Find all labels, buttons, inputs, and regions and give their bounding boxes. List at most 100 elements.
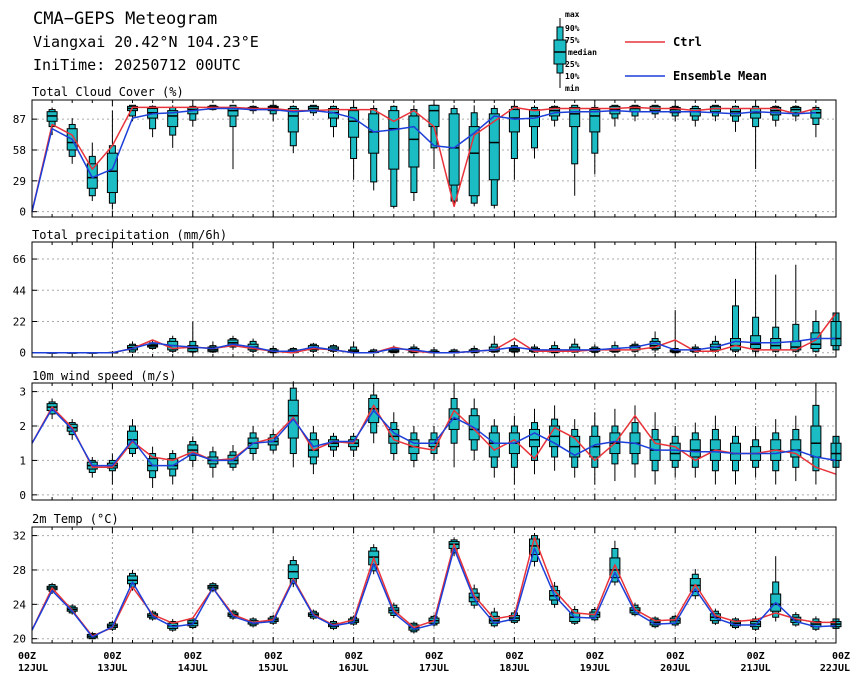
legend: max 90% 75% median 25% 10% min Ctrl Ensemble Mea…: [553, 10, 767, 93]
legend-key-label: min: [565, 83, 580, 93]
box-plot: [147, 105, 159, 138]
box-inner: [589, 109, 601, 133]
box-inner: [609, 557, 621, 579]
x-tick-label-date: 19JUL: [580, 663, 610, 674]
box-plot: [589, 412, 601, 485]
series-ctrl: [31, 106, 817, 212]
y-tick-label: 22: [13, 316, 26, 329]
box-plot: [388, 105, 400, 209]
box-plot: [247, 338, 259, 353]
box-outer: [571, 104, 579, 165]
panel-frame: [31, 99, 837, 218]
panel-frame: [31, 241, 837, 358]
init-time-label: IniTime: 20250712 00UTC: [33, 56, 241, 74]
box-plot: [689, 422, 701, 478]
box-outer: [732, 305, 739, 352]
x-tick-label-time: 00Z: [747, 651, 765, 662]
x-tick-label-time: 00Z: [505, 651, 523, 662]
box-plot: [730, 426, 741, 485]
y-tick-label: 32: [13, 530, 26, 543]
box-plot: [187, 105, 199, 127]
box-inner: [669, 442, 681, 461]
box-plot: [127, 419, 138, 457]
legend-key-label: 10%: [565, 72, 580, 81]
box-outer: [510, 105, 518, 160]
box-plot: [810, 384, 822, 485]
box-inner: [106, 152, 118, 194]
box-plot: [227, 335, 239, 350]
y-tick-label: 20: [13, 633, 26, 646]
box-plot: [287, 105, 299, 154]
x-tick-label-time: 00Z: [18, 651, 36, 662]
box-plot: [147, 446, 159, 488]
box-inner: [468, 126, 480, 197]
box-plot: [750, 426, 762, 478]
x-tick-label-time: 00Z: [425, 651, 443, 662]
box-plot: [328, 344, 339, 353]
box-plot: [790, 105, 802, 122]
box-inner: [488, 432, 500, 458]
panel-3: 10m wind speed (m/s) 0 1 2 3: [19, 369, 842, 502]
box-plot: [488, 105, 500, 209]
panel-title: Total Cloud Cover (%): [32, 85, 184, 99]
panel-frame: [31, 382, 837, 501]
box-plot: [730, 105, 741, 132]
legend-key-label: max: [565, 10, 580, 19]
box-plot: [810, 310, 822, 353]
box-plot: [388, 412, 400, 461]
x-tick-label-date: 18JUL: [499, 663, 529, 674]
box-inner: [508, 109, 520, 133]
box-inner: [348, 110, 360, 138]
x-tick-label-date: 21JUL: [741, 663, 771, 674]
box-inner: [810, 425, 822, 458]
y-tick-label: 0: [19, 489, 26, 502]
series-ensemble-mean: [32, 337, 836, 354]
y-tick-label: 2: [19, 420, 26, 433]
box-inner: [730, 442, 741, 461]
box-inner: [167, 458, 179, 470]
panels: Total Cloud Cover (%) 0 29 58 87 Total precip…: [13, 85, 842, 646]
box-inner: [569, 106, 581, 128]
x-tick-label-time: 00Z: [345, 651, 363, 662]
panel-frame: [31, 526, 837, 644]
box-plot: [790, 415, 802, 482]
box-plot: [348, 341, 360, 354]
series-ensemble-mean: [31, 107, 816, 212]
legend-ctrl-label: Ctrl: [673, 35, 702, 49]
box-plot: [609, 408, 621, 482]
y-tick-label: 3: [19, 386, 26, 399]
box-inner: [287, 108, 299, 133]
box-plot: [810, 616, 822, 631]
y-tick-label: 0: [19, 347, 26, 360]
y-tick-label: 66: [13, 253, 26, 266]
box-plot: [287, 556, 299, 588]
box-plot: [468, 105, 480, 207]
box-plot: [106, 110, 118, 210]
box-inner: [368, 113, 380, 154]
y-tick-label: 87: [13, 113, 26, 126]
box-outer: [531, 106, 538, 149]
box-plot: [589, 105, 601, 175]
box-plot: [167, 335, 179, 353]
box-inner: [408, 115, 420, 168]
panel-1: Total Cloud Cover (%) 0 29 58 87: [13, 85, 837, 219]
box-inner: [167, 110, 179, 128]
box-plot: [267, 104, 279, 122]
box-plot: [106, 453, 118, 485]
panel-4: 2m Temp (°C) 20 24 28 32: [13, 512, 842, 646]
y-tick-label: 44: [13, 284, 27, 297]
box-plot: [529, 408, 540, 475]
series-ensemble-mean: [31, 547, 837, 638]
box-plot: [770, 274, 782, 353]
box-plot: [589, 344, 601, 353]
y-tick-label: 58: [13, 144, 26, 157]
box-plot: [750, 246, 762, 353]
series-ctrl: [31, 404, 837, 475]
series-ctrl: [31, 536, 836, 637]
x-tick-label-date: 12JUL: [18, 663, 48, 674]
box-plot: [207, 446, 219, 478]
series-ensemble-mean: [31, 408, 837, 467]
x-tick-label-date: 15JUL: [258, 663, 288, 674]
box-inner: [388, 110, 400, 170]
box-plot: [508, 105, 520, 180]
